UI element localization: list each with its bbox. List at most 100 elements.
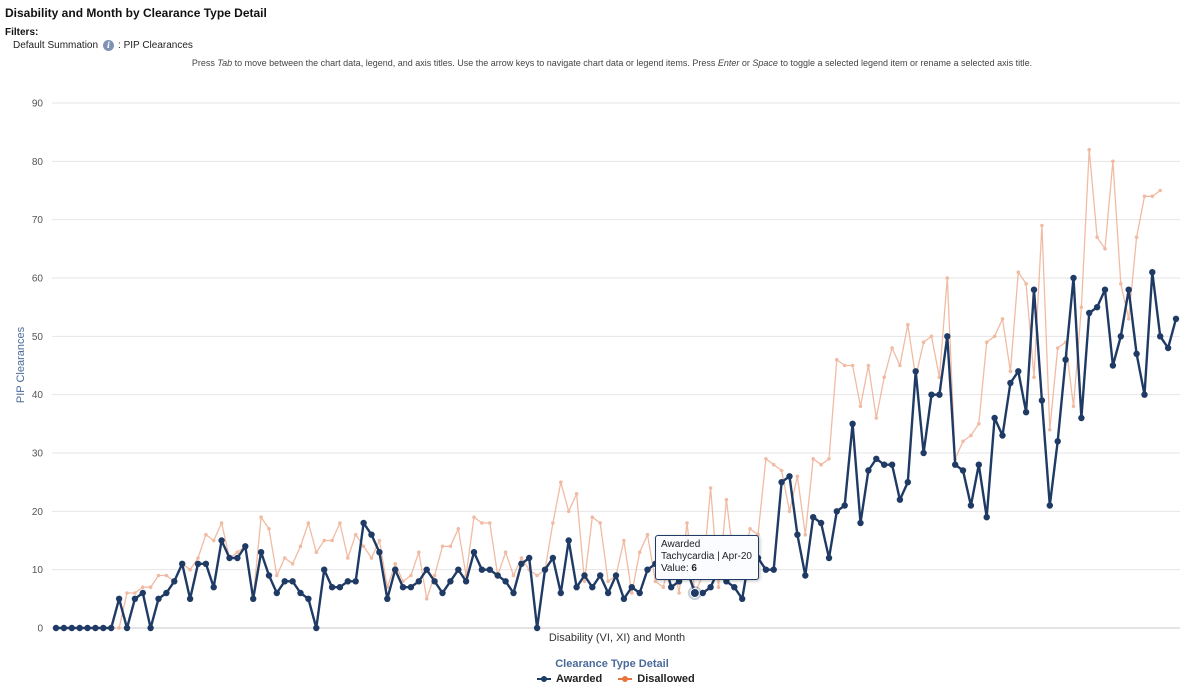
data-point-disallowed[interactable] bbox=[1008, 369, 1013, 374]
data-point-disallowed[interactable] bbox=[937, 375, 942, 380]
data-point-disallowed[interactable] bbox=[708, 486, 713, 490]
data-point-awarded[interactable] bbox=[344, 578, 351, 585]
data-point-disallowed[interactable] bbox=[314, 550, 319, 554]
data-point-disallowed[interactable] bbox=[503, 550, 508, 554]
data-point-disallowed[interactable] bbox=[393, 562, 398, 566]
series-layer[interactable] bbox=[52, 147, 1180, 632]
data-point-awarded[interactable] bbox=[52, 624, 60, 632]
data-point-disallowed[interactable] bbox=[795, 474, 800, 479]
data-point-awarded[interactable] bbox=[210, 584, 217, 591]
data-point-awarded[interactable] bbox=[920, 449, 927, 457]
data-point-awarded[interactable] bbox=[581, 572, 588, 579]
data-point-awarded[interactable] bbox=[1022, 409, 1030, 416]
data-point-disallowed[interactable] bbox=[787, 509, 792, 514]
data-point-awarded[interactable] bbox=[707, 584, 714, 591]
data-point-awarded[interactable] bbox=[478, 566, 486, 573]
data-point-awarded[interactable] bbox=[281, 578, 288, 585]
series-line-disallowed[interactable] bbox=[56, 149, 1161, 629]
data-point-disallowed[interactable] bbox=[858, 404, 863, 409]
data-point-disallowed[interactable] bbox=[369, 556, 374, 560]
data-point-disallowed[interactable] bbox=[535, 573, 539, 578]
data-point-disallowed[interactable] bbox=[219, 521, 224, 525]
data-point-awarded[interactable] bbox=[565, 537, 572, 544]
series-disallowed[interactable] bbox=[54, 147, 1162, 630]
data-point-awarded[interactable] bbox=[376, 549, 383, 556]
data-point-awarded[interactable] bbox=[147, 624, 154, 632]
data-point-disallowed[interactable] bbox=[1040, 223, 1044, 228]
data-point-awarded[interactable] bbox=[1046, 502, 1054, 509]
data-point-disallowed[interactable] bbox=[653, 579, 658, 584]
data-point-disallowed[interactable] bbox=[519, 556, 524, 560]
data-point-disallowed[interactable] bbox=[330, 538, 334, 543]
data-point-disallowed[interactable] bbox=[1079, 305, 1084, 310]
data-point-disallowed[interactable] bbox=[764, 457, 768, 461]
data-point-awarded[interactable] bbox=[1141, 391, 1148, 398]
data-point-awarded[interactable] bbox=[250, 595, 257, 602]
data-point-awarded[interactable] bbox=[139, 589, 146, 597]
data-point-disallowed[interactable] bbox=[156, 573, 161, 578]
data-point-awarded[interactable] bbox=[470, 549, 478, 556]
data-point-disallowed[interactable] bbox=[1032, 375, 1036, 380]
data-point-disallowed[interactable] bbox=[353, 532, 358, 537]
data-point-awarded[interactable] bbox=[234, 554, 241, 562]
data-point-awarded[interactable] bbox=[92, 624, 99, 632]
data-point-awarded[interactable] bbox=[597, 572, 604, 579]
data-point-awarded[interactable] bbox=[770, 566, 777, 573]
data-point-disallowed[interactable] bbox=[835, 357, 839, 362]
data-point-awarded[interactable] bbox=[620, 595, 628, 602]
data-point-disallowed[interactable] bbox=[456, 527, 461, 531]
data-point-awarded[interactable] bbox=[273, 589, 280, 597]
data-point-awarded[interactable] bbox=[739, 595, 746, 602]
data-point-awarded[interactable] bbox=[1172, 315, 1180, 322]
data-point-disallowed[interactable] bbox=[803, 532, 808, 537]
data-point-awarded[interactable] bbox=[510, 589, 517, 597]
data-point-awarded[interactable] bbox=[123, 624, 131, 632]
data-point-awarded[interactable] bbox=[392, 566, 399, 573]
data-point-disallowed[interactable] bbox=[133, 591, 137, 595]
data-point-awarded[interactable] bbox=[313, 624, 320, 632]
data-point-disallowed[interactable] bbox=[685, 521, 689, 525]
info-icon[interactable]: i bbox=[103, 40, 115, 51]
data-point-awarded[interactable] bbox=[1101, 286, 1109, 293]
data-point-awarded[interactable] bbox=[486, 566, 493, 573]
data-point-disallowed[interactable] bbox=[306, 521, 311, 525]
data-point-awarded[interactable] bbox=[802, 572, 809, 579]
data-point-awarded[interactable] bbox=[912, 368, 919, 375]
data-point-awarded[interactable] bbox=[628, 584, 635, 591]
data-point-disallowed[interactable] bbox=[661, 585, 666, 589]
data-point-awarded[interactable] bbox=[179, 560, 186, 567]
data-point-awarded[interactable] bbox=[833, 508, 840, 515]
data-point-awarded[interactable] bbox=[502, 578, 509, 585]
data-point-awarded[interactable] bbox=[131, 595, 139, 602]
data-point-disallowed[interactable] bbox=[432, 573, 437, 578]
data-point-awarded[interactable] bbox=[1117, 333, 1125, 340]
data-point-awarded[interactable] bbox=[202, 560, 210, 567]
data-point-disallowed[interactable] bbox=[945, 276, 950, 280]
data-point-awarded[interactable] bbox=[794, 531, 801, 538]
data-point-awarded[interactable] bbox=[194, 560, 202, 567]
data-point-awarded[interactable] bbox=[297, 589, 304, 597]
data-point-awarded[interactable] bbox=[368, 531, 375, 538]
data-point-disallowed[interactable] bbox=[771, 462, 776, 467]
data-point-awarded[interactable] bbox=[439, 589, 446, 597]
data-point-awarded[interactable] bbox=[163, 589, 170, 597]
data-point-disallowed[interactable] bbox=[361, 544, 366, 549]
data-point-awarded[interactable] bbox=[896, 496, 904, 503]
data-point-disallowed[interactable] bbox=[551, 521, 555, 525]
data-point-awarded[interactable] bbox=[1149, 269, 1156, 276]
data-point-awarded[interactable] bbox=[1157, 333, 1164, 340]
data-point-disallowed[interactable] bbox=[630, 591, 634, 595]
data-point-disallowed[interactable] bbox=[590, 515, 595, 519]
data-point-disallowed[interactable] bbox=[188, 567, 192, 572]
data-point-disallowed[interactable] bbox=[566, 509, 571, 514]
data-point-awarded[interactable] bbox=[557, 589, 564, 597]
data-point-disallowed[interactable] bbox=[282, 556, 287, 560]
data-point-awarded[interactable] bbox=[265, 572, 273, 579]
data-point-awarded[interactable] bbox=[1109, 362, 1117, 369]
data-point-disallowed[interactable] bbox=[1024, 282, 1028, 286]
data-point-disallowed[interactable] bbox=[338, 521, 342, 525]
data-point-disallowed[interactable] bbox=[480, 521, 484, 525]
data-point-awarded[interactable] bbox=[612, 572, 620, 579]
data-point-awarded[interactable] bbox=[1086, 309, 1093, 317]
